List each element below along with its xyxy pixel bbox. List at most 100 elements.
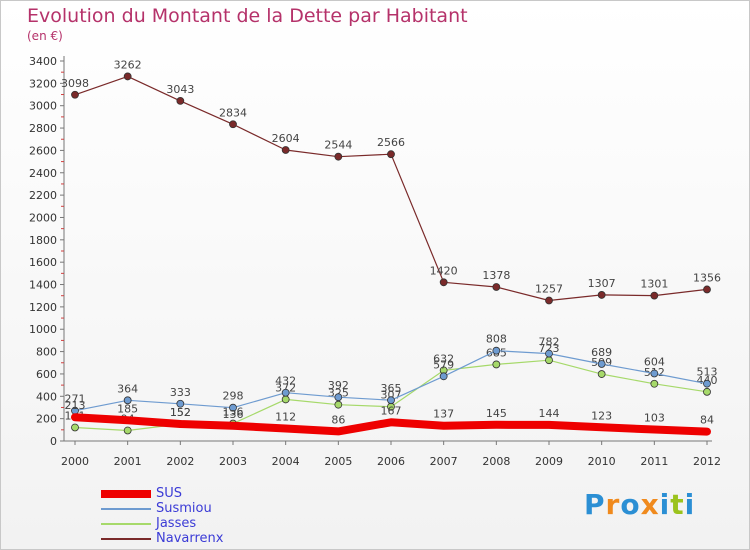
x-tick-label: 2010 bbox=[588, 455, 616, 468]
data-label-navarrenx: 1257 bbox=[535, 283, 563, 296]
data-label-navarrenx: 1356 bbox=[693, 271, 721, 284]
data-label-sus: 86 bbox=[331, 413, 345, 426]
y-tick-label: 3400 bbox=[29, 55, 57, 68]
y-tick-label: 400 bbox=[36, 390, 57, 403]
x-tick-label: 2008 bbox=[482, 455, 510, 468]
legend-item-susmiou: Susmiou bbox=[101, 501, 223, 516]
data-point-jasses bbox=[334, 400, 343, 409]
data-label-sus: 185 bbox=[117, 402, 138, 415]
data-label-susmiou: 604 bbox=[644, 355, 665, 368]
logo-letter: r bbox=[605, 488, 621, 521]
y-tick-label: 2800 bbox=[29, 122, 57, 135]
data-label-susmiou: 271 bbox=[65, 393, 86, 406]
legend-swatch bbox=[101, 489, 151, 498]
data-label-navarrenx: 1307 bbox=[588, 277, 616, 290]
data-label-susmiou: 782 bbox=[539, 336, 560, 349]
x-tick-label: 2001 bbox=[114, 455, 142, 468]
data-label-navarrenx: 1420 bbox=[430, 264, 458, 277]
x-tick-label: 2002 bbox=[166, 455, 194, 468]
data-label-susmiou: 298 bbox=[223, 390, 244, 403]
data-label-susmiou: 808 bbox=[486, 333, 507, 346]
x-tick-label: 2000 bbox=[61, 455, 89, 468]
data-label-navarrenx: 2604 bbox=[272, 132, 300, 145]
data-point-jasses bbox=[71, 423, 79, 432]
chart-title: Evolution du Montant de la Dette par Hab… bbox=[27, 5, 468, 27]
data-point-navarrenx bbox=[229, 120, 237, 129]
data-point-susmiou bbox=[545, 349, 553, 358]
data-label-navarrenx: 3262 bbox=[114, 58, 142, 71]
y-tick-label: 2200 bbox=[29, 189, 57, 202]
data-point-navarrenx bbox=[71, 90, 79, 99]
y-tick-label: 2000 bbox=[29, 211, 57, 224]
y-tick-label: 1600 bbox=[29, 256, 57, 269]
data-label-susmiou: 513 bbox=[697, 366, 718, 379]
data-label-sus: 152 bbox=[170, 406, 191, 419]
data-label-navarrenx: 3043 bbox=[166, 83, 194, 96]
data-point-jasses bbox=[703, 387, 711, 396]
data-label-sus: 103 bbox=[644, 411, 665, 424]
data-point-navarrenx bbox=[650, 291, 659, 300]
data-label-navarrenx: 2566 bbox=[377, 136, 405, 149]
data-point-navarrenx bbox=[387, 150, 395, 159]
data-label-sus: 136 bbox=[223, 408, 244, 421]
logo-letter: t bbox=[670, 488, 685, 521]
data-point-navarrenx bbox=[176, 97, 185, 105]
data-label-sus: 145 bbox=[486, 407, 507, 420]
x-tick-label: 2009 bbox=[535, 455, 563, 468]
y-tick-label: 3200 bbox=[29, 77, 57, 90]
x-tick-label: 2003 bbox=[219, 455, 247, 468]
data-point-jasses bbox=[281, 395, 290, 404]
legend-swatch bbox=[101, 522, 151, 525]
data-point-jasses bbox=[597, 370, 606, 378]
data-label-susmiou: 432 bbox=[275, 375, 296, 388]
data-point-navarrenx bbox=[597, 291, 606, 299]
data-point-navarrenx bbox=[439, 278, 448, 287]
x-tick-label: 2006 bbox=[377, 455, 405, 468]
data-label-sus: 123 bbox=[591, 409, 612, 422]
data-point-susmiou bbox=[492, 346, 501, 355]
data-point-jasses bbox=[123, 426, 132, 435]
y-tick-label: 1200 bbox=[29, 301, 57, 314]
data-point-jasses bbox=[545, 356, 553, 365]
data-point-navarrenx bbox=[281, 146, 290, 154]
data-point-susmiou bbox=[176, 399, 185, 408]
legend-swatch bbox=[101, 507, 151, 510]
legend-label: SUS bbox=[156, 486, 183, 501]
legend-item-sus: SUS bbox=[101, 486, 223, 501]
legend-item-navarrenx: Navarrenx bbox=[101, 531, 223, 546]
x-tick-label: 2011 bbox=[640, 455, 668, 468]
data-label-sus: 144 bbox=[539, 407, 560, 420]
y-tick-label: 2600 bbox=[29, 144, 57, 157]
data-point-navarrenx bbox=[703, 285, 711, 294]
y-tick-label: 1800 bbox=[29, 234, 57, 247]
data-point-susmiou bbox=[334, 393, 343, 402]
data-label-sus: 84 bbox=[700, 414, 714, 427]
data-label-navarrenx: 2834 bbox=[219, 106, 247, 119]
y-tick-label: 1400 bbox=[29, 279, 57, 292]
data-point-susmiou bbox=[123, 396, 132, 405]
data-label-susmiou: 333 bbox=[170, 386, 191, 399]
data-label-sus: 112 bbox=[275, 410, 296, 423]
data-label-jasses: 372 bbox=[275, 381, 296, 394]
data-label-susmiou: 689 bbox=[591, 346, 612, 359]
data-point-jasses bbox=[650, 379, 659, 388]
series-line-sus bbox=[71, 413, 711, 436]
data-label-sus: 137 bbox=[433, 408, 454, 421]
data-label-susmiou: 392 bbox=[328, 379, 349, 392]
y-tick-label: 0 bbox=[50, 435, 57, 448]
y-tick-label: 2400 bbox=[29, 167, 57, 180]
data-label-jasses: 632 bbox=[433, 352, 454, 365]
legend-label: Susmiou bbox=[156, 501, 212, 516]
y-tick-label: 600 bbox=[36, 368, 57, 381]
data-label-navarrenx: 3098 bbox=[61, 77, 89, 90]
chart-subtitle: (en €) bbox=[27, 29, 63, 43]
data-point-susmiou bbox=[597, 360, 606, 368]
data-point-navarrenx bbox=[334, 152, 343, 161]
logo-letter: P bbox=[584, 488, 606, 521]
data-label-navarrenx: 1301 bbox=[640, 278, 668, 291]
logo-letter: i bbox=[659, 488, 671, 521]
y-tick-label: 800 bbox=[36, 346, 57, 359]
data-label-jasses: 152 bbox=[170, 406, 191, 419]
logo-letter: i bbox=[684, 488, 696, 521]
